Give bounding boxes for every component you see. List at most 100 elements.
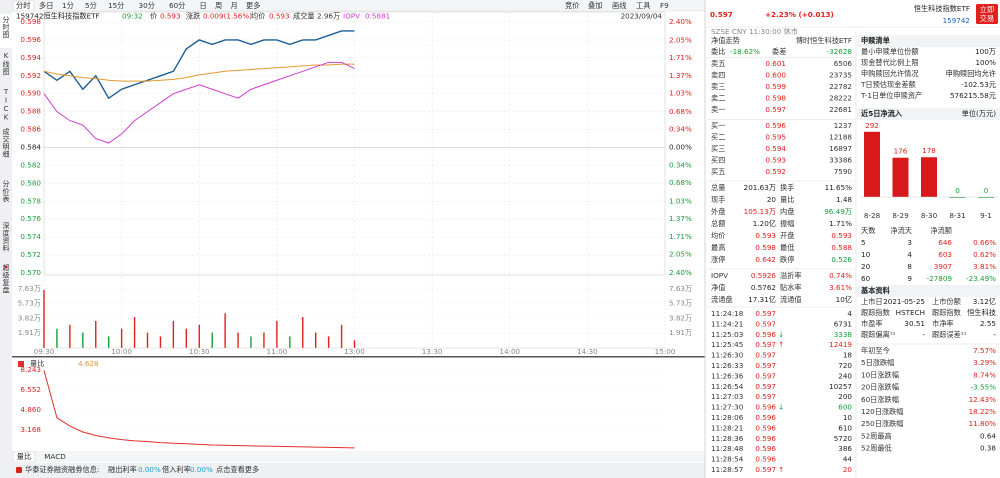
toolbar-tab[interactable]: 1分 — [62, 1, 74, 10]
toolbar-tool[interactable]: 画线 — [612, 1, 626, 10]
indicator-active-tab — [12, 451, 36, 463]
row-label: 跟踪偏离¹¹ — [861, 330, 896, 339]
toolbar-tool[interactable]: 工具 — [636, 1, 650, 10]
volume-bar — [107, 336, 110, 348]
tick-price: 0.597 — [755, 351, 776, 360]
flow-bar — [949, 197, 966, 198]
table-cell: 3907 — [934, 262, 952, 271]
tick-volume: 44 — [843, 455, 853, 464]
book-price: 0.595 — [765, 133, 786, 142]
side-tab-strip — [0, 0, 12, 478]
row-value: 0.64 — [980, 431, 996, 440]
indicator-title: 量比 — [30, 359, 44, 368]
y-tick-label: 5.73万 — [18, 299, 41, 308]
volume-bar — [263, 332, 265, 348]
side-tab-active — [0, 14, 12, 48]
trade-button-label[interactable]: 交易 — [980, 14, 994, 23]
row-value: 0.74% — [829, 271, 852, 280]
row-value: HSTECH — [896, 308, 925, 317]
header-date: 2023/09/04 — [621, 12, 663, 21]
table-cell: -27809 — [927, 274, 953, 283]
status-icon — [16, 467, 22, 473]
table-cell: 4 — [907, 250, 912, 259]
y2-tick-label: 0.68% — [669, 107, 692, 116]
row-label: IOPV — [711, 271, 728, 280]
row-label: 卖一 — [711, 105, 725, 114]
header-label: 涨跌 — [186, 12, 200, 21]
row-label: 250日涨跌幅 — [861, 419, 903, 428]
status-label: 融出利率 — [108, 465, 137, 474]
table-cell: 9 — [907, 274, 912, 283]
x-tick-label: 09:30 — [34, 347, 55, 356]
side-tab[interactable]: 深度资料 — [2, 221, 10, 253]
toolbar-tab[interactable]: 5分 — [85, 1, 97, 10]
row-value: 1.48 — [836, 195, 852, 204]
tick-volume: 386 — [838, 444, 852, 453]
side-tab[interactable]: K线图 — [2, 52, 10, 76]
tab-label[interactable]: 净值走势 — [711, 36, 740, 45]
tick-volume: 720 — [838, 361, 852, 370]
toolbar-tab[interactable]: 30分 — [139, 1, 155, 10]
side-tab[interactable]: 分价表 — [2, 179, 10, 203]
tab-label[interactable]: 博时恒生科技ETF — [796, 36, 852, 45]
row-value: 3.12亿 — [973, 297, 996, 306]
toolbar-tab[interactable]: 分时 — [16, 1, 30, 10]
tick-time: 11:26:30 — [711, 351, 744, 360]
toolbar-tool[interactable]: 叠加 — [588, 1, 602, 10]
row-value: 0.588 — [831, 243, 852, 252]
row-value: 0.593 — [831, 231, 852, 240]
y2-tick-label: 0.68% — [669, 178, 692, 187]
x-tick-label: 8-31 — [949, 211, 965, 220]
trade-button[interactable] — [976, 4, 998, 24]
section-title: 基本资料 — [860, 286, 891, 295]
side-tab[interactable]: 超级复盘 — [2, 263, 10, 294]
toolbar-tool[interactable]: 竞价 — [565, 1, 579, 10]
toolbar-tab[interactable]: 日 — [200, 1, 207, 10]
volume-bar — [82, 332, 84, 348]
toolbar-tab[interactable]: 月 — [231, 1, 238, 10]
trade-button-label[interactable]: 立即 — [980, 5, 994, 14]
toolbar-tab[interactable]: 更多 — [246, 1, 260, 10]
tick-time: 11:26:36 — [711, 371, 744, 380]
x-tick-label: 10:30 — [189, 347, 210, 356]
volume-bar — [289, 336, 291, 348]
x-tick-label: 13:00 — [344, 347, 365, 356]
flow-bar — [978, 197, 994, 198]
tick-volume: 5720 — [834, 434, 853, 443]
section-title: 近5日净流入 — [861, 109, 903, 118]
y-tick-label: 6.552 — [20, 385, 41, 394]
row-value: 0.593 — [755, 231, 776, 240]
section-title: 申赎清单 — [861, 36, 890, 45]
tick-time: 11:27:03 — [711, 392, 743, 401]
toolbar-tab[interactable]: 多日 — [39, 1, 53, 10]
indicator-tab[interactable]: 量比 — [17, 452, 31, 461]
toolbar-tab[interactable]: 周 — [215, 1, 222, 10]
row-label: 振幅 — [780, 219, 794, 228]
toolbar-tab[interactable]: 15分 — [108, 1, 124, 10]
indicator-tab[interactable]: MACD — [44, 452, 66, 461]
toolbar-tool[interactable]: F9 — [660, 1, 669, 10]
side-tab[interactable]: 成交明细 — [2, 127, 10, 159]
toolbar-tab[interactable]: 60分 — [169, 1, 185, 10]
side-tab[interactable]: TICK — [2, 88, 10, 122]
tick-price: 0.596 — [755, 455, 776, 464]
header-volume: 2.96万 — [317, 12, 340, 21]
section-unit: 单位(万元) — [962, 109, 997, 118]
volume-bar — [224, 313, 226, 348]
y2-tick-label: 0.34% — [669, 125, 692, 134]
volume-bar — [302, 317, 304, 348]
book-volume: 16897 — [829, 144, 852, 153]
row-value: 17.31亿 — [748, 295, 776, 304]
tick-time: 11:25:03 — [711, 330, 743, 339]
tick-price: 0.596 — [755, 403, 776, 412]
row-label: 涨停 — [711, 255, 725, 264]
row-label: 卖五 — [711, 59, 725, 68]
row-label: 10日涨跌幅 — [861, 370, 899, 379]
y-tick-label: 0.590 — [20, 89, 41, 98]
volume-bar — [237, 332, 239, 348]
row-value: - — [922, 330, 925, 339]
side-tab[interactable]: 分时图 — [2, 15, 10, 39]
status-link[interactable]: 点击查看更多 — [216, 465, 259, 474]
flow-value-label: 0 — [984, 186, 989, 195]
x-tick-label: 11:00 — [267, 347, 288, 356]
